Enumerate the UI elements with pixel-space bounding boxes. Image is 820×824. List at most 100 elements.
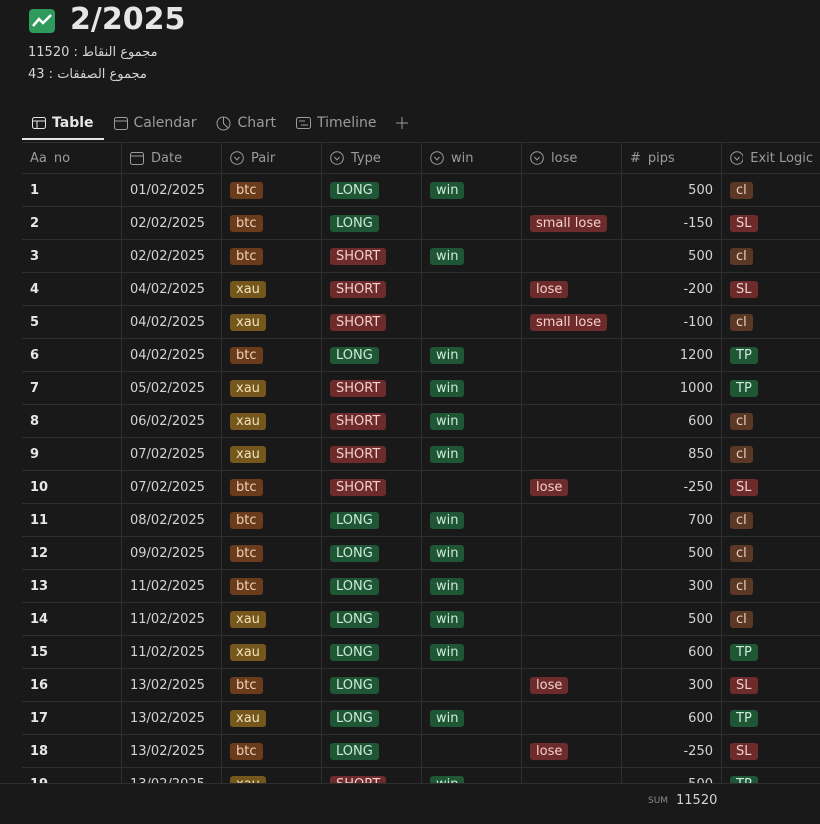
table-cell[interactable]: 09/02/2025	[122, 537, 222, 569]
table-cell[interactable]: 17	[22, 702, 122, 734]
table-cell[interactable]: cl	[722, 504, 820, 536]
table-cell[interactable]: 500	[622, 240, 722, 272]
table-cell[interactable]: 500	[622, 174, 722, 206]
table-cell[interactable]: xau	[222, 768, 322, 784]
table-cell[interactable]: 500	[622, 768, 722, 784]
table-cell[interactable]: lose	[522, 669, 622, 701]
table-cell[interactable]: LONG	[322, 207, 422, 239]
table-cell[interactable]	[522, 372, 622, 404]
table-cell[interactable]: SHORT	[322, 405, 422, 437]
table-cell[interactable]: lose	[522, 735, 622, 767]
table-cell[interactable]: SHORT	[322, 471, 422, 503]
tab[interactable]: Table	[22, 108, 104, 140]
table-cell[interactable]: xau	[222, 702, 322, 734]
table-cell[interactable]: 11/02/2025	[122, 636, 222, 668]
table-cell[interactable]: 300	[622, 570, 722, 602]
table-cell[interactable]: lose	[522, 273, 622, 305]
table-cell[interactable]	[522, 537, 622, 569]
table-cell[interactable]: -200	[622, 273, 722, 305]
table-cell[interactable]: 13/02/2025	[122, 669, 222, 701]
table-cell[interactable]	[522, 339, 622, 371]
table-cell[interactable]: cl	[722, 438, 820, 470]
table-cell[interactable]	[522, 174, 622, 206]
table-cell[interactable]: LONG	[322, 669, 422, 701]
table-cell[interactable]: cl	[722, 603, 820, 635]
table-cell[interactable]: 04/02/2025	[122, 306, 222, 338]
tab[interactable]: Timeline	[286, 108, 387, 138]
column-header[interactable]: Aa no	[22, 143, 122, 173]
table-cell[interactable]: LONG	[322, 735, 422, 767]
table-cell[interactable]: xau	[222, 603, 322, 635]
table-cell[interactable]: lose	[522, 471, 622, 503]
table-cell[interactable]: win	[422, 768, 522, 784]
table-cell[interactable]: 16	[22, 669, 122, 701]
table-cell[interactable]: 19	[22, 768, 122, 784]
table-cell[interactable]: SHORT	[322, 438, 422, 470]
table-cell[interactable]: 1200	[622, 339, 722, 371]
table-cell[interactable]: SL	[722, 207, 820, 239]
table-cell[interactable]: 600	[622, 702, 722, 734]
table-cell[interactable]: SL	[722, 735, 820, 767]
table-cell[interactable]: 13/02/2025	[122, 735, 222, 767]
table-cell[interactable]: xau	[222, 636, 322, 668]
table-cell[interactable]: 12	[22, 537, 122, 569]
table-cell[interactable]: 850	[622, 438, 722, 470]
table-cell[interactable]: 300	[622, 669, 722, 701]
table-cell[interactable]: 08/02/2025	[122, 504, 222, 536]
table-cell[interactable]: 9	[22, 438, 122, 470]
table-cell[interactable]: btc	[222, 570, 322, 602]
table-cell[interactable]: btc	[222, 207, 322, 239]
table-cell[interactable]: cl	[722, 306, 820, 338]
table-cell[interactable]: btc	[222, 504, 322, 536]
table-cell[interactable]: TP	[722, 702, 820, 734]
table-cell[interactable]: cl	[722, 537, 820, 569]
table-cell[interactable]: btc	[222, 339, 322, 371]
table-cell[interactable]	[522, 768, 622, 784]
table-cell[interactable]	[522, 636, 622, 668]
column-header[interactable]: Type	[322, 143, 422, 173]
table-cell[interactable]: 07/02/2025	[122, 471, 222, 503]
table-cell[interactable]: 04/02/2025	[122, 339, 222, 371]
table-cell[interactable]: SL	[722, 471, 820, 503]
table-cell[interactable]: LONG	[322, 636, 422, 668]
table-cell[interactable]: 11	[22, 504, 122, 536]
table-cell[interactable]: win	[422, 438, 522, 470]
table-cell[interactable]: btc	[222, 537, 322, 569]
table-cell[interactable]: 1	[22, 174, 122, 206]
table-cell[interactable]	[422, 273, 522, 305]
table-cell[interactable]: LONG	[322, 603, 422, 635]
table-cell[interactable]: small lose	[522, 207, 622, 239]
table-cell[interactable]: btc	[222, 240, 322, 272]
table-cell[interactable]: LONG	[322, 537, 422, 569]
table-cell[interactable]: SHORT	[322, 273, 422, 305]
table-cell[interactable]	[422, 207, 522, 239]
table-cell[interactable]: LONG	[322, 174, 422, 206]
table-cell[interactable]: 8	[22, 405, 122, 437]
tab[interactable]: Calendar	[104, 108, 207, 138]
table-cell[interactable]: TP	[722, 339, 820, 371]
table-cell[interactable]: 02/02/2025	[122, 240, 222, 272]
table-cell[interactable]: 07/02/2025	[122, 438, 222, 470]
table-cell[interactable]: xau	[222, 438, 322, 470]
table-cell[interactable]: 1000	[622, 372, 722, 404]
table-cell[interactable]: LONG	[322, 504, 422, 536]
table-cell[interactable]: 500	[622, 537, 722, 569]
table-cell[interactable]: win	[422, 372, 522, 404]
column-header[interactable]: Pair	[222, 143, 322, 173]
table-cell[interactable]: 4	[22, 273, 122, 305]
table-cell[interactable]: win	[422, 570, 522, 602]
table-cell[interactable]: win	[422, 240, 522, 272]
table-cell[interactable]: 500	[622, 603, 722, 635]
table-cell[interactable]	[522, 438, 622, 470]
table-cell[interactable]	[422, 669, 522, 701]
table-cell[interactable]	[522, 570, 622, 602]
table-cell[interactable]: 11/02/2025	[122, 603, 222, 635]
table-cell[interactable]: LONG	[322, 702, 422, 734]
table-cell[interactable]: xau	[222, 306, 322, 338]
table-cell[interactable]: 05/02/2025	[122, 372, 222, 404]
table-cell[interactable]: xau	[222, 405, 322, 437]
table-cell[interactable]: 700	[622, 504, 722, 536]
table-cell[interactable]: -250	[622, 735, 722, 767]
table-cell[interactable]: win	[422, 405, 522, 437]
table-cell[interactable]: SL	[722, 273, 820, 305]
